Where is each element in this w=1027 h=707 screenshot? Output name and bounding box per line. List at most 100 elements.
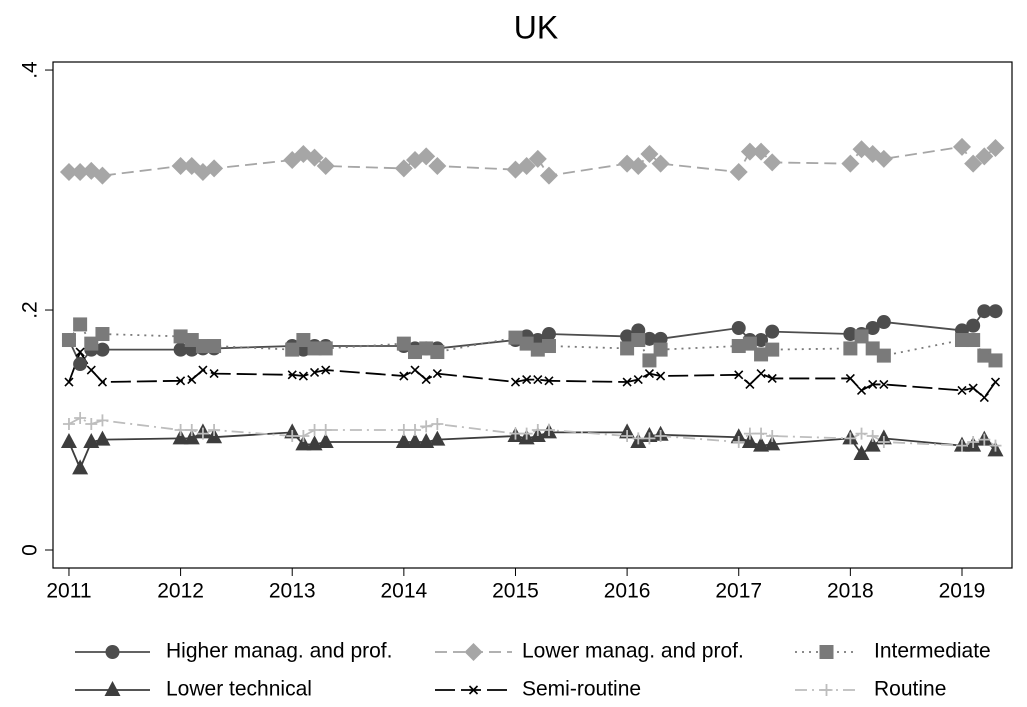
marker <box>195 339 210 354</box>
marker <box>417 147 436 166</box>
chart-title: UK <box>514 9 558 45</box>
marker <box>172 429 189 445</box>
marker <box>654 430 667 443</box>
marker <box>187 375 197 385</box>
marker <box>297 430 310 443</box>
marker <box>421 375 431 385</box>
marker <box>85 418 98 431</box>
marker <box>743 427 756 440</box>
marker <box>975 147 994 166</box>
marker <box>966 333 981 348</box>
x-tick-label: 2012 <box>157 580 204 603</box>
marker <box>64 377 74 387</box>
marker <box>541 339 556 354</box>
marker <box>208 424 221 437</box>
marker <box>763 153 782 172</box>
marker <box>409 424 422 437</box>
marker <box>865 341 880 356</box>
marker <box>410 365 420 375</box>
marker <box>632 432 645 445</box>
marker <box>509 427 522 440</box>
marker <box>428 157 447 176</box>
marker <box>729 163 748 182</box>
marker <box>399 371 409 381</box>
marker <box>752 142 771 161</box>
marker <box>843 341 858 356</box>
marker <box>429 430 446 446</box>
marker <box>520 427 533 440</box>
marker <box>989 439 1002 452</box>
marker <box>643 432 656 445</box>
marker <box>396 336 411 351</box>
marker <box>877 436 890 449</box>
marker <box>95 342 110 357</box>
marker <box>952 137 971 156</box>
marker <box>96 414 109 427</box>
marker <box>394 159 413 178</box>
marker <box>183 429 200 445</box>
marker <box>104 681 121 696</box>
marker <box>86 365 96 375</box>
marker <box>620 341 635 356</box>
marker <box>397 424 410 437</box>
marker <box>73 317 88 332</box>
marker <box>286 430 299 443</box>
marker <box>510 377 521 387</box>
marker <box>988 353 1003 368</box>
marker <box>765 342 780 357</box>
marker <box>644 369 654 379</box>
marker <box>530 342 545 357</box>
y-tick-label: 0 <box>19 544 42 556</box>
marker <box>198 365 208 375</box>
marker <box>316 157 335 176</box>
marker <box>730 428 747 444</box>
marker <box>60 433 77 449</box>
marker <box>309 367 320 377</box>
marker <box>656 371 666 381</box>
marker <box>464 643 483 661</box>
marker <box>321 365 331 375</box>
marker <box>295 435 312 451</box>
marker <box>864 436 881 452</box>
marker <box>988 304 1003 319</box>
marker <box>395 433 412 449</box>
marker <box>865 321 880 336</box>
marker <box>753 436 770 452</box>
marker <box>171 157 190 176</box>
marker <box>539 166 558 185</box>
marker <box>734 370 744 380</box>
marker <box>955 439 968 452</box>
marker <box>319 424 332 437</box>
marker <box>542 424 555 437</box>
legend-label: Lower technical <box>166 678 312 701</box>
marker <box>207 339 222 354</box>
marker <box>986 139 1005 158</box>
marker <box>620 329 635 344</box>
marker <box>967 436 980 449</box>
marker <box>631 333 646 348</box>
marker <box>633 375 643 385</box>
marker <box>420 420 433 433</box>
marker <box>990 377 1001 387</box>
marker <box>841 154 860 173</box>
marker <box>176 376 186 386</box>
marker <box>954 333 969 348</box>
marker <box>845 373 855 383</box>
marker <box>879 379 889 389</box>
marker <box>419 341 434 356</box>
marker <box>173 342 188 357</box>
marker <box>622 377 632 387</box>
marker <box>731 339 746 354</box>
marker <box>764 435 781 451</box>
marker <box>968 383 978 393</box>
x-tick-label: 2016 <box>604 580 651 603</box>
marker <box>977 304 992 319</box>
legend-label: Lower manag. and prof. <box>522 640 744 663</box>
marker <box>755 427 768 440</box>
marker <box>287 370 297 380</box>
marker <box>541 327 556 342</box>
marker <box>522 375 532 385</box>
marker <box>629 157 648 176</box>
marker <box>979 393 989 403</box>
marker <box>73 357 88 372</box>
